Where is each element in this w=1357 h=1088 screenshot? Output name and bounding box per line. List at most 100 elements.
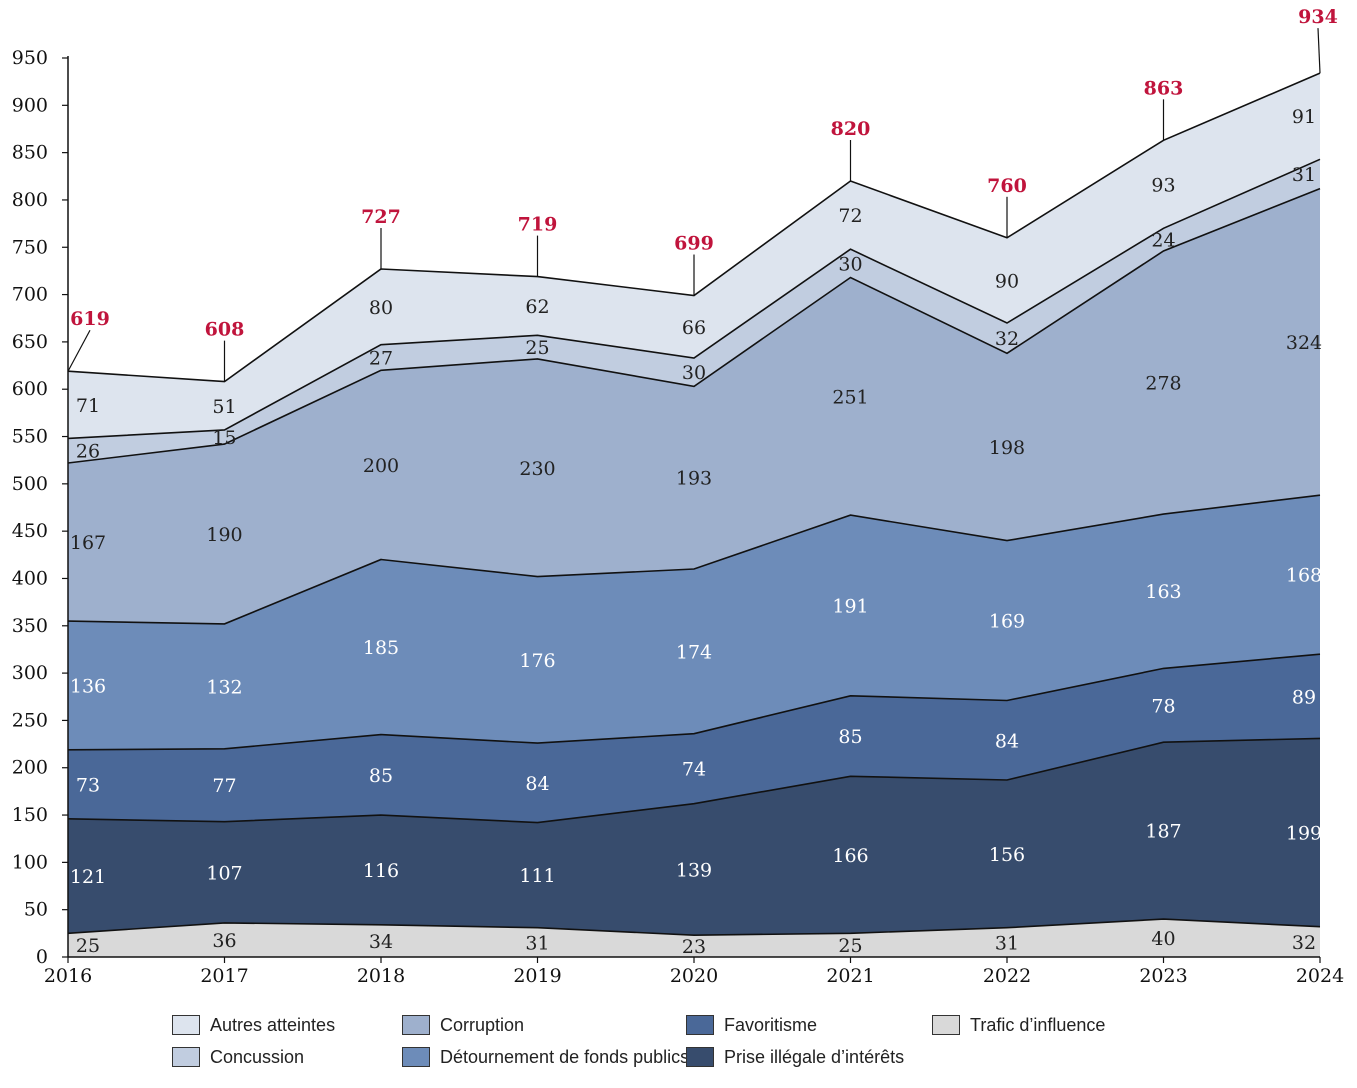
data-label: 32 [1292,932,1316,954]
legend-item-prise-illegale-d-interets: Prise illégale d’intérêts [686,1046,932,1068]
legend-swatch [172,1047,200,1067]
data-label: 168 [1286,565,1322,587]
y-tick-label: 800 [12,189,48,211]
total-label: 820 [831,118,871,140]
y-tick-label: 300 [12,662,48,684]
y-tick-label: 200 [12,757,48,779]
data-label: 74 [682,759,706,781]
legend-label: Autres atteintes [210,1014,336,1035]
y-tick-label: 150 [12,804,48,826]
data-label: 15 [212,427,236,449]
series-line-favoritisme [67,653,1321,751]
data-label: 90 [995,270,1019,292]
legend-item-trafic-d-influence: Trafic d’influence [932,1014,1172,1036]
data-label: 24 [1151,230,1175,252]
data-label: 89 [1292,686,1316,708]
legend-swatch [402,1015,430,1035]
data-label: 193 [676,468,712,490]
data-label: 71 [76,395,100,417]
legend-swatch [172,1015,200,1035]
x-tick-label: 2016 [44,965,92,987]
data-label: 31 [995,932,1019,954]
x-tick-label: 2022 [983,965,1031,987]
data-label: 132 [206,676,242,698]
data-label: 107 [206,862,242,884]
y-tick-label: 900 [12,94,48,116]
y-tick-label: 100 [12,851,48,873]
y-tick-label: 400 [12,567,48,589]
y-tick-label: 0 [36,946,48,968]
data-label: 324 [1286,332,1322,354]
data-label: 34 [369,931,393,953]
y-tick-label: 950 [12,47,48,69]
data-label: 73 [76,774,100,796]
data-label: 139 [676,859,712,881]
total-label: 760 [987,175,1027,197]
series-line-corruption [67,187,1321,464]
data-label: 230 [519,458,555,480]
data-label: 30 [682,362,706,384]
data-label: 31 [1292,164,1316,186]
data-label: 25 [525,337,549,359]
area-concussion [68,159,1320,464]
legend-swatch [932,1015,960,1035]
y-tick-label: 600 [12,378,48,400]
total-label: 719 [518,214,558,236]
series-line-prise-illegale-d-interets [67,737,1321,824]
series-line-detournement-de-fonds-publics [67,494,1321,625]
data-label: 191 [832,595,868,617]
data-label: 25 [76,935,100,957]
data-label: 40 [1151,928,1175,950]
x-tick-label: 2019 [513,965,561,987]
total-label: 727 [361,206,401,228]
data-label: 251 [832,386,868,408]
data-label: 198 [989,437,1025,459]
total-leader-line [67,329,91,372]
area-trafic-d-influence [68,919,1320,957]
data-label: 27 [369,348,393,370]
data-label: 174 [676,641,712,663]
total-label: 619 [70,308,110,330]
data-label: 187 [1145,821,1181,843]
data-label: 51 [212,396,236,418]
data-label: 185 [363,637,399,659]
series-line-concussion [67,158,1321,440]
legend-label: Prise illégale d’intérêts [724,1046,905,1067]
x-tick-label: 2017 [200,965,248,987]
data-label: 23 [682,936,706,958]
legend-label: Concussion [210,1046,305,1067]
area-detournement-de-fonds-publics [68,495,1320,750]
legend-label: Favoritisme [724,1014,818,1035]
y-tick-label: 50 [24,899,48,921]
y-tick-label: 850 [12,142,48,164]
data-label: 30 [838,253,862,275]
x-tick-label: 2024 [1296,965,1344,987]
data-label: 85 [369,765,393,787]
data-label: 278 [1145,373,1181,395]
y-tick-label: 750 [12,236,48,258]
data-label: 176 [519,650,555,672]
data-label: 85 [838,726,862,748]
y-tick-label: 250 [12,709,48,731]
data-label: 80 [369,297,393,319]
data-label: 77 [212,775,236,797]
legend-swatch [686,1015,714,1035]
legend-label: Corruption [440,1014,525,1035]
data-label: 78 [1151,695,1175,717]
y-tick-label: 550 [12,426,48,448]
area-corruption [68,188,1320,624]
x-tick-label: 2021 [826,965,874,987]
data-label: 156 [989,844,1025,866]
y-tick-label: 500 [12,473,48,495]
y-tick-label: 650 [12,331,48,353]
total-label: 863 [1144,77,1184,99]
legend-label: Trafic d’influence [970,1014,1106,1035]
data-label: 111 [519,865,555,887]
total-label: 699 [674,233,714,255]
legend-item-concussion: Concussion [172,1046,402,1068]
y-tick-label: 450 [12,520,48,542]
area-autres-atteintes [68,73,1320,439]
series-line-trafic-d-influence [67,918,1321,937]
data-label: 163 [1145,581,1181,603]
